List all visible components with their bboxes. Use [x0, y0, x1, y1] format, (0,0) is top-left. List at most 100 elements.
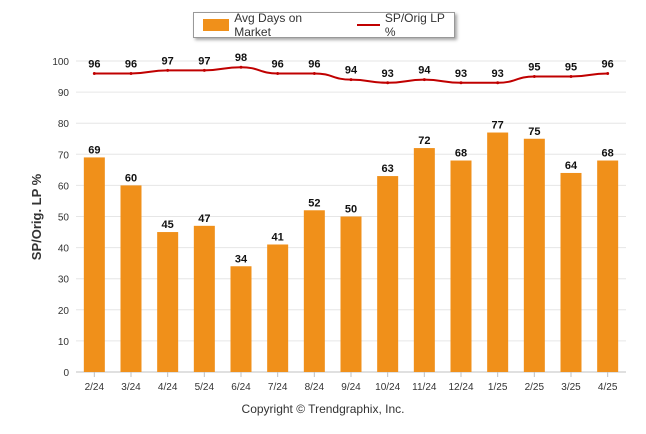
line-label-10/24: 93 — [382, 68, 394, 80]
x-tick-label-8/24: 8/24 — [305, 382, 325, 393]
line-point-6/24 — [239, 65, 243, 69]
bar-9/24 — [340, 216, 362, 372]
line-point-7/24 — [276, 71, 280, 75]
x-tick-label-7/24: 7/24 — [268, 382, 288, 393]
line-label-2/25: 95 — [528, 62, 540, 74]
bar-label-1/25: 77 — [492, 120, 504, 132]
bar-5/24 — [193, 225, 215, 372]
bar-label-2/25: 75 — [528, 126, 540, 138]
line-label-7/24: 96 — [272, 58, 284, 70]
bar-label-11/24: 72 — [418, 135, 430, 147]
line-point-2/24 — [92, 71, 96, 75]
y-tick-label-100: 100 — [52, 57, 69, 68]
y-tick-label-50: 50 — [58, 213, 70, 224]
line-point-10/24 — [386, 81, 390, 85]
bar-label-7/24: 41 — [272, 231, 284, 243]
x-tick-label-10/24: 10/24 — [375, 382, 400, 393]
x-tick-label-11/24: 11/24 — [412, 382, 437, 393]
bar-label-4/25: 68 — [602, 148, 614, 160]
x-tick-label-9/24: 9/24 — [341, 382, 361, 393]
bar-2/24 — [83, 157, 105, 372]
x-axis: 2/24 3/24 4/24 5/24 6/24 7/24 8/24 9/24 10/24 11/… — [85, 372, 618, 393]
bar-10/24 — [377, 176, 399, 372]
line-point-4/24 — [166, 68, 170, 72]
bar-4/25 — [597, 160, 619, 372]
line-point-5/24 — [202, 68, 206, 72]
x-tick-label-6/24: 6/24 — [231, 382, 251, 393]
bar-series — [83, 132, 619, 372]
legend-label-days-on-market: Avg Days on Market — [234, 11, 303, 39]
bar-data-labels: 69 60 45 47 34 41 52 50 63 72 68 77 75 64 68 — [88, 120, 614, 266]
x-tick-label-1/25: 1/25 — [488, 382, 508, 393]
bar-1/25 — [487, 132, 509, 372]
legend-item-sp-orig-lp[interactable]: SP/Orig LP % — [357, 11, 454, 39]
y-tick-label-80: 80 — [58, 119, 70, 130]
bar-11/24 — [413, 148, 435, 372]
y-tick-label-90: 90 — [58, 88, 70, 99]
line-label-4/24: 97 — [162, 55, 174, 67]
line-label-4/25: 96 — [602, 58, 614, 70]
line-label-11/24: 94 — [418, 65, 431, 77]
line-label-12/24: 93 — [455, 68, 467, 80]
line-point-4/25 — [606, 71, 610, 75]
x-tick-label-3/24: 3/24 — [121, 382, 141, 393]
line-point-2/25 — [532, 75, 536, 79]
line-point-3/24 — [129, 71, 133, 75]
line-label-8/24: 96 — [308, 58, 320, 70]
legend: Avg Days on Market SP/Orig LP % — [193, 11, 455, 39]
line-label-6/24: 98 — [235, 52, 247, 64]
y-axis: 0 10 20 30 40 50 60 70 80 90 100 — [52, 57, 69, 379]
bar-12/24 — [450, 160, 472, 372]
bar-label-4/24: 45 — [162, 219, 174, 231]
y-tick-label-10: 10 — [58, 337, 70, 348]
bar-3/25 — [560, 172, 582, 372]
bar-7/24 — [267, 244, 289, 372]
legend-item-days-on-market[interactable]: Avg Days on Market — [203, 11, 335, 39]
bar-6/24 — [230, 266, 252, 372]
y-tick-label-20: 20 — [58, 306, 70, 317]
bar-3/24 — [120, 185, 142, 372]
line-label-3/25: 95 — [565, 62, 577, 74]
copyright-text: Copyright © Trendgraphix, Inc. — [241, 402, 405, 416]
y-tick-label-30: 30 — [58, 275, 70, 286]
y-tick-label-60: 60 — [58, 181, 70, 192]
x-tick-label-2/24: 2/24 — [85, 382, 105, 393]
line-point-9/24 — [349, 78, 353, 82]
line-label-1/25: 93 — [492, 68, 504, 80]
line-series — [92, 65, 610, 85]
line-label-2/24: 96 — [88, 58, 100, 70]
x-tick-label-3/25: 3/25 — [561, 382, 581, 393]
legend-swatch-bar — [203, 19, 230, 31]
line-point-8/24 — [312, 71, 316, 75]
bar-label-3/24: 60 — [125, 172, 137, 184]
bar-2/25 — [523, 138, 545, 372]
legend-swatch-line — [357, 24, 380, 26]
x-tick-label-5/24: 5/24 — [195, 382, 215, 393]
bar-label-10/24: 63 — [382, 163, 394, 175]
y-axis-label: SP/Orig. LP % — [29, 173, 44, 260]
line-point-11/24 — [422, 78, 426, 82]
line-label-5/24: 97 — [198, 55, 210, 67]
line-data-labels: 96 96 97 97 98 96 96 94 93 94 93 93 95 95 96 — [88, 52, 614, 80]
bar-label-6/24: 34 — [235, 253, 248, 265]
bar-label-3/25: 64 — [565, 160, 578, 172]
bar-label-2/24: 69 — [88, 144, 100, 156]
y-tick-label-40: 40 — [58, 244, 70, 255]
bar-label-9/24: 50 — [345, 204, 357, 216]
x-tick-label-12/24: 12/24 — [448, 382, 473, 393]
line-point-1/25 — [496, 81, 500, 85]
x-tick-label-4/25: 4/25 — [598, 382, 618, 393]
x-tick-label-2/25: 2/25 — [525, 382, 545, 393]
legend-label-sp-orig-lp: SP/Orig LP % — [384, 11, 445, 39]
line-point-12/24 — [459, 81, 463, 85]
bar-8/24 — [303, 210, 325, 372]
bar-4/24 — [157, 232, 179, 372]
y-tick-label-0: 0 — [63, 368, 69, 379]
x-tick-label-4/24: 4/24 — [158, 382, 178, 393]
line-label-9/24: 94 — [345, 65, 358, 77]
line-label-3/24: 96 — [125, 58, 137, 70]
line-point-3/25 — [569, 75, 573, 79]
bar-label-8/24: 52 — [308, 197, 320, 209]
bar-label-5/24: 47 — [198, 213, 210, 225]
